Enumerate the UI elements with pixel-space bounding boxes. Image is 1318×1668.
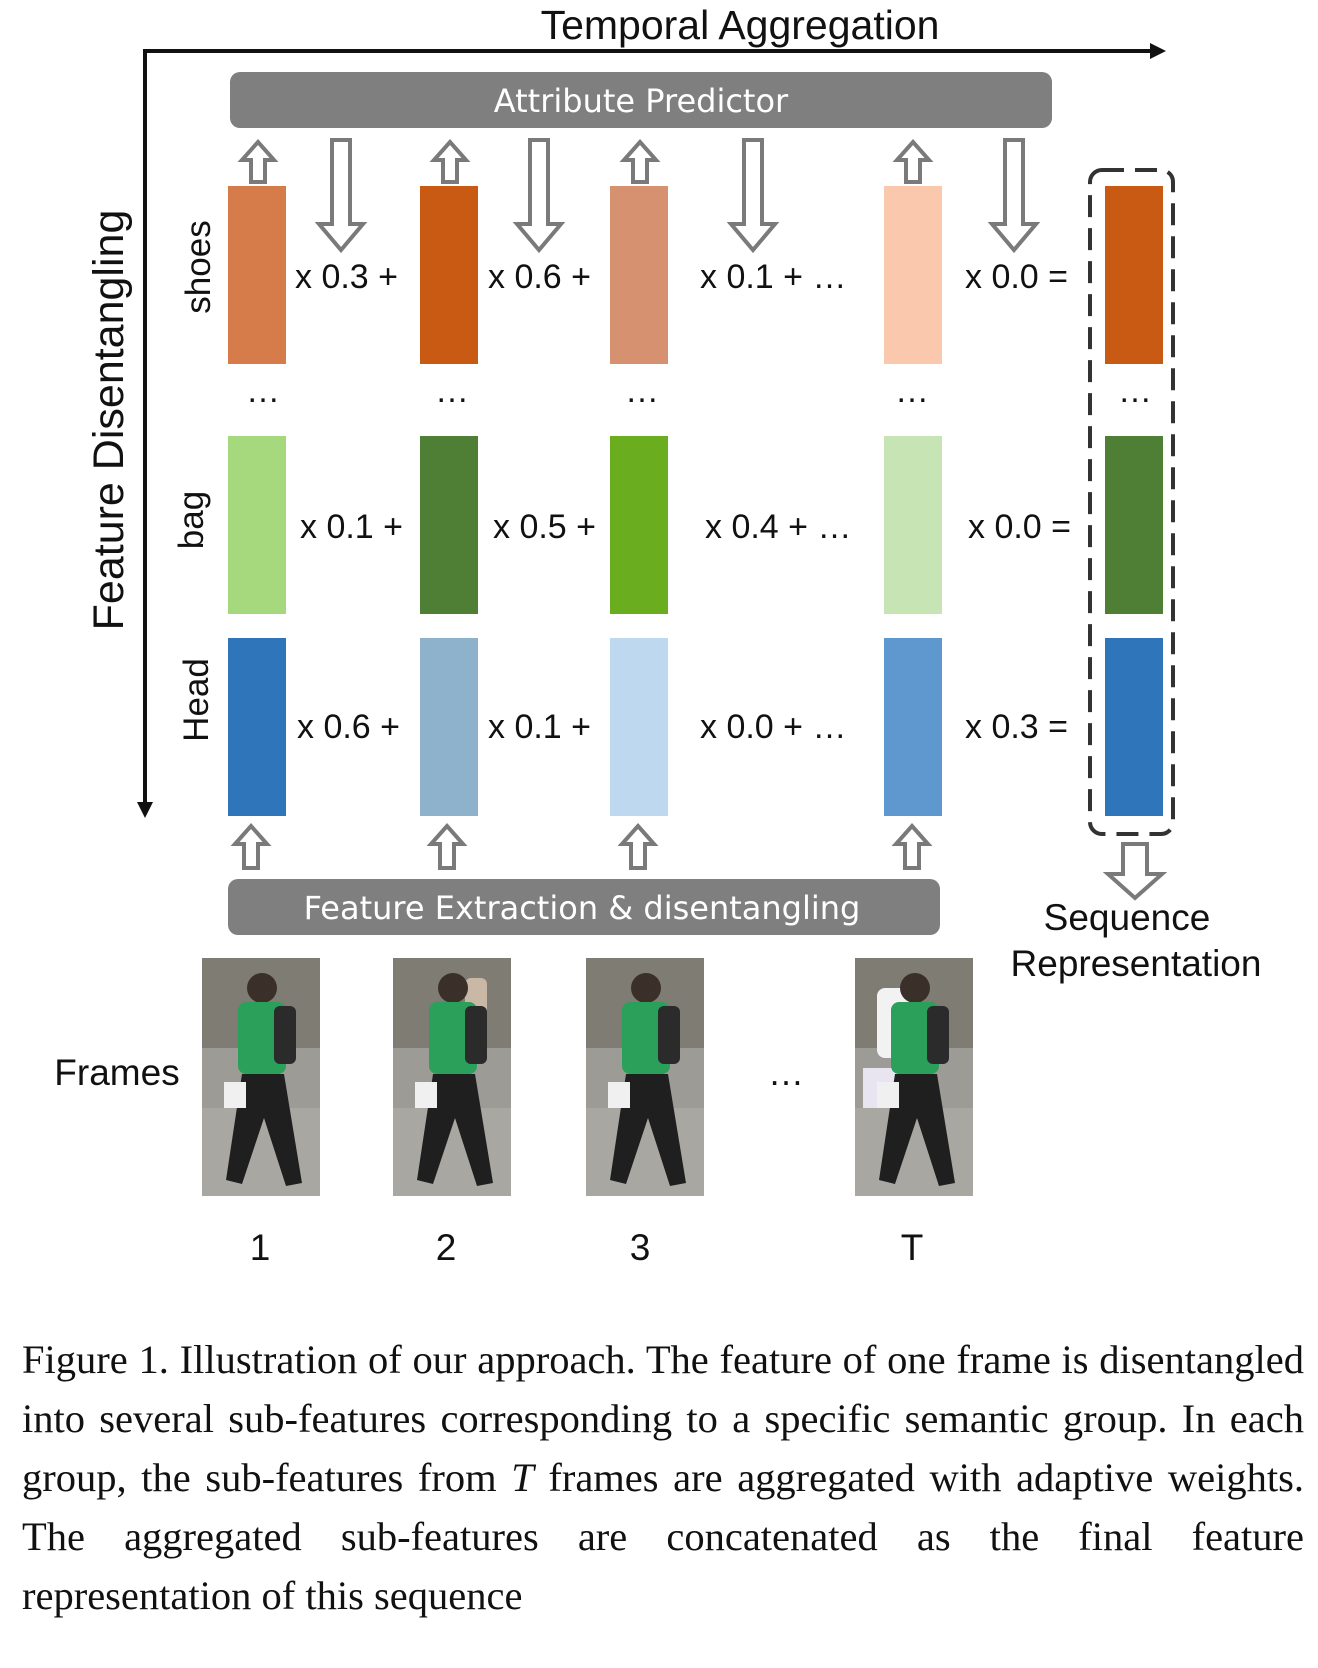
up-arrow-from-extraction-icon-2 xyxy=(426,822,468,870)
weight-shoes-1: x 0.3 + xyxy=(295,258,398,296)
feature-bar-head-2 xyxy=(420,638,478,816)
caption-part-1: Figure 1. Illustration of our approach. … xyxy=(22,1337,1304,1500)
frame-index-2: 2 xyxy=(436,1227,457,1268)
weights-row-shoes: x 0.3 + x 0.6 + x 0.1 + … x 0.0 = xyxy=(295,258,1068,296)
down-arrow-weight-icon-1 xyxy=(314,138,368,254)
figure-caption: Figure 1. Illustration of our approach. … xyxy=(22,1330,1304,1625)
attribute-predictor-module: Attribute Predictor xyxy=(230,72,1052,128)
weight-bag-3: x 0.4 + … xyxy=(705,508,851,546)
feature-bar-bag-T xyxy=(884,436,942,614)
row-ellipses: … … … … … xyxy=(246,372,1152,410)
feature-bar-bag-3 xyxy=(610,436,668,614)
row-label-head: Head xyxy=(177,658,216,742)
down-arrow-weight-icon-2 xyxy=(512,138,566,254)
frame-image-2 xyxy=(393,958,511,1196)
up-arrow-to-predictor-icon-2 xyxy=(429,138,471,184)
up-arrow-from-extraction-icon-T xyxy=(891,822,933,870)
frame-index-T: T xyxy=(901,1227,924,1268)
frame-image-3 xyxy=(586,958,704,1196)
weight-head-3: x 0.0 + … xyxy=(700,708,846,746)
feature-bar-bag-result xyxy=(1105,436,1163,614)
row-label-bag: bag xyxy=(172,491,211,549)
feature-bar-head-T xyxy=(884,638,942,816)
feature-extraction-module: Feature Extraction & disentangling xyxy=(228,879,940,935)
axes: Temporal Aggregation Feature Disentangli… xyxy=(85,2,1166,818)
up-arrow-to-predictor-icon-1 xyxy=(237,138,279,184)
up-arrow-to-predictor-icon-3 xyxy=(619,138,661,184)
feature-bars xyxy=(228,186,1163,816)
feature-bar-shoes-result xyxy=(1105,186,1163,364)
feature-bar-shoes-3 xyxy=(610,186,668,364)
feature-bar-shoes-1 xyxy=(228,186,286,364)
weight-bag-1: x 0.1 + xyxy=(300,508,403,546)
approach-diagram: Temporal Aggregation Feature Disentangli… xyxy=(54,2,1262,1268)
up-arrow-from-extraction-icon-3 xyxy=(617,822,659,870)
down-arrow-weight-icon-T xyxy=(987,138,1041,254)
weights-row-head: x 0.6 + x 0.1 + x 0.0 + … x 0.3 = xyxy=(297,708,1068,746)
weight-head-1: x 0.6 + xyxy=(297,708,400,746)
weight-shoes-3: x 0.1 + … xyxy=(700,258,846,296)
sequence-representation-dashed-box xyxy=(1088,168,1175,836)
attribute-predictor-label: Attribute Predictor xyxy=(494,82,789,120)
up-arrow-to-predictor-icon-T xyxy=(892,138,934,184)
down-arrow-sequence-icon xyxy=(1102,842,1168,901)
feature-extraction-bar xyxy=(228,879,940,935)
caption-italic-T: T xyxy=(511,1455,534,1500)
frame-index-3: 3 xyxy=(630,1227,651,1268)
feature-bar-head-result xyxy=(1105,638,1163,816)
frames-ellipsis: … xyxy=(768,1052,804,1093)
frame-image-1 xyxy=(202,958,320,1196)
ellipsis-col-3: … xyxy=(625,372,659,410)
disentangling-axis-label: Feature Disentangling xyxy=(85,210,133,631)
sequence-representation-label-line1: Sequence xyxy=(1044,897,1211,938)
weight-bag-4: x 0.0 = xyxy=(968,508,1071,546)
feature-bar-head-3 xyxy=(610,638,668,816)
feature-bar-bag-1 xyxy=(228,436,286,614)
feature-bar-head-1 xyxy=(228,638,286,816)
row-label-shoes: shoes xyxy=(179,220,218,313)
weight-shoes-4: x 0.0 = xyxy=(965,258,1068,296)
feature-bar-shoes-2 xyxy=(420,186,478,364)
frame-image-T xyxy=(855,958,973,1196)
up-arrow-from-extraction-icon-1 xyxy=(230,822,272,870)
weight-head-4: x 0.3 = xyxy=(965,708,1068,746)
ellipsis-col-result: … xyxy=(1118,372,1152,410)
ellipsis-col-1: … xyxy=(246,372,280,410)
frame-index-1: 1 xyxy=(250,1227,271,1268)
caption-part-2: frames are aggregated with adaptive weig… xyxy=(22,1455,1304,1618)
feature-bar-shoes-T xyxy=(884,186,942,364)
temporal-axis-label: Temporal Aggregation xyxy=(541,2,940,48)
weight-head-2: x 0.1 + xyxy=(488,708,591,746)
frames-label: Frames xyxy=(54,1052,179,1093)
weight-bag-2: x 0.5 + xyxy=(493,508,596,546)
weight-shoes-2: x 0.6 + xyxy=(488,258,591,296)
down-arrow-weight-icon-3 xyxy=(726,138,780,254)
feature-bar-bag-2 xyxy=(420,436,478,614)
ellipsis-col-T: … xyxy=(895,372,929,410)
flow-arrows xyxy=(230,138,1168,901)
ellipsis-col-2: … xyxy=(435,372,469,410)
feature-extraction-label: Feature Extraction & disentangling xyxy=(304,889,861,927)
disentangling-axis-arrowhead xyxy=(137,802,153,818)
weights-row-bag: x 0.1 + x 0.5 + x 0.4 + … x 0.0 = xyxy=(300,508,1071,546)
temporal-axis-arrowhead xyxy=(1150,43,1166,59)
attribute-predictor-bar xyxy=(230,72,1052,128)
sequence-representation-label-line2: Representation xyxy=(1011,943,1262,984)
frame-images xyxy=(202,958,973,1196)
